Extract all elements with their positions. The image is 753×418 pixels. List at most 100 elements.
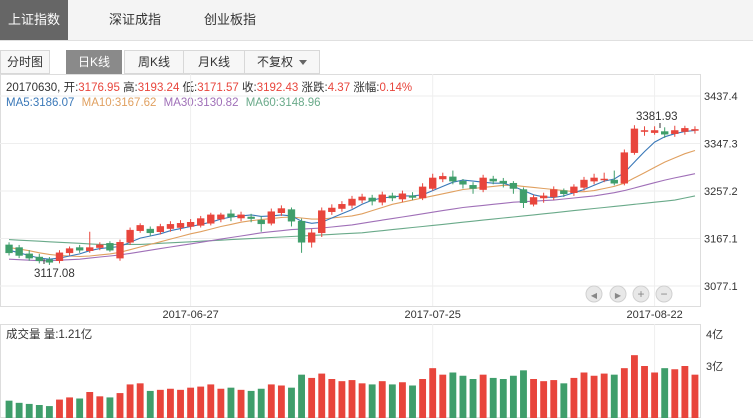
ohlc-info: 20170630, 开:3176.95 高:3193.24 低:3171.57 … [6,82,413,94]
candle [378,191,386,206]
candle [630,125,639,155]
candle-body [267,211,275,224]
candle [116,239,124,261]
candle-body [590,177,598,182]
volume-bar [217,388,225,418]
candle-body [529,197,538,205]
candle-body [449,176,457,182]
volume-bar [146,390,154,418]
candle [227,209,235,222]
zoom-out-icon[interactable]: − [655,285,673,303]
candle-body [106,243,114,251]
volume-label: 成交量 量:1.21亿 [6,327,92,341]
tab-monthly-k[interactable]: 月K线 [183,50,245,74]
candle [136,223,144,233]
tab-chinext-index[interactable]: 创业板指 [203,12,256,27]
volume-bar [267,384,275,418]
arrow-right-icon-glyph: ▶ [615,291,622,300]
volume-bar [570,377,578,418]
volume-bars [5,355,699,418]
candle-body [116,242,124,259]
candle-body [358,196,366,201]
candle [610,170,618,186]
candle-body [398,193,407,200]
tab-daily-k[interactable]: 日K线 [66,50,122,74]
ma-lines [8,129,696,262]
ma30-label: MA30: [163,97,197,109]
zoom-in-icon-glyph: + [637,287,644,301]
volume-bar [247,390,255,418]
candle-body [15,247,23,256]
candle [25,250,33,261]
candle [439,172,447,183]
volume-bar [358,383,366,418]
candle [479,174,487,193]
tab-weekly-k[interactable]: 周K线 [124,50,184,74]
candle-body [277,208,286,214]
candle [307,229,316,248]
candle [650,126,659,135]
ma5-value: 3186.07 [32,97,75,109]
candle [176,220,185,231]
candle-body [86,247,94,251]
candle [257,215,265,232]
arrow-right-icon[interactable]: ▶ [609,285,627,303]
volume-bar [328,379,336,418]
tab-shenzhen-component[interactable]: 深证成指 [108,12,161,27]
candle [328,204,336,215]
ohlc-low: 3171.57 [197,82,239,94]
candle-body [146,228,154,234]
ohlc-open-label: 开: [63,82,79,94]
volume-bar [288,387,295,418]
candle-body [55,252,64,261]
price-tick-label: 3167.1 [704,234,738,246]
candle-body [237,214,245,219]
tab-shanghai-index[interactable]: 上证指数 [0,0,68,40]
ma30-value: 3130.82 [196,97,239,109]
candle [489,175,497,185]
candle-body [570,186,578,193]
zoom-controls: ◀ ▶ + − [585,285,673,303]
arrow-right-icon-circle [609,285,627,303]
tab-intraday[interactable]: 分时图 [0,50,50,74]
candle-body [681,128,689,132]
candle [600,172,608,183]
candle [459,179,467,189]
ohlc-pct-label: 涨幅: [353,82,380,94]
volume-bar [631,355,638,418]
zoom-in-icon[interactable]: + [632,285,650,303]
candle-body [65,248,74,254]
volume-axis-mid: 3亿 [706,360,723,373]
volume-bar [207,384,215,418]
volume-bar [388,384,396,418]
volume-bar [187,387,195,418]
candle [55,250,64,264]
candle-body [439,176,447,180]
ma60-value: 3148.96 [278,97,321,109]
volume-bar [469,379,477,418]
volume-bar [691,374,699,418]
volume-bar [318,373,326,418]
volume-bar [449,372,457,418]
adjust-dropdown[interactable]: 不复权 [244,50,320,74]
candle-body [388,195,397,199]
candle [186,219,195,230]
volume-bar [620,368,628,418]
volume-bar [681,366,689,418]
candle [106,241,114,252]
candle-body [610,179,618,184]
candle-body [287,209,296,222]
candle-body [509,182,518,189]
volume-bar [156,389,164,418]
volume-bar [499,379,507,418]
volume-bar [45,406,53,418]
volume-bar [86,392,94,418]
ohlc-pct: 0.14% [379,82,413,94]
candle [429,173,437,191]
candle [570,184,578,196]
arrow-left-icon[interactable]: ◀ [585,285,603,303]
volume-bar [197,386,205,418]
annotations: 3117.08 3381.93 [34,111,678,280]
candle [539,192,548,203]
volume-bar [257,388,265,418]
